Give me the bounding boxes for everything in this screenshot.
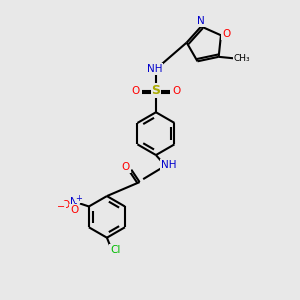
Text: O: O (62, 200, 70, 210)
Text: NH: NH (161, 160, 176, 170)
Text: O: O (222, 29, 230, 39)
Text: NH: NH (147, 64, 162, 74)
Text: Cl: Cl (110, 244, 120, 255)
Text: O: O (122, 162, 130, 172)
Text: N: N (197, 16, 204, 26)
Text: O: O (132, 85, 140, 96)
Text: −: − (57, 202, 65, 212)
Text: S: S (152, 84, 160, 97)
Text: +: + (76, 194, 82, 203)
Text: N: N (70, 197, 78, 207)
Text: O: O (70, 205, 78, 215)
Text: CH₃: CH₃ (234, 54, 250, 63)
Text: O: O (172, 85, 180, 96)
